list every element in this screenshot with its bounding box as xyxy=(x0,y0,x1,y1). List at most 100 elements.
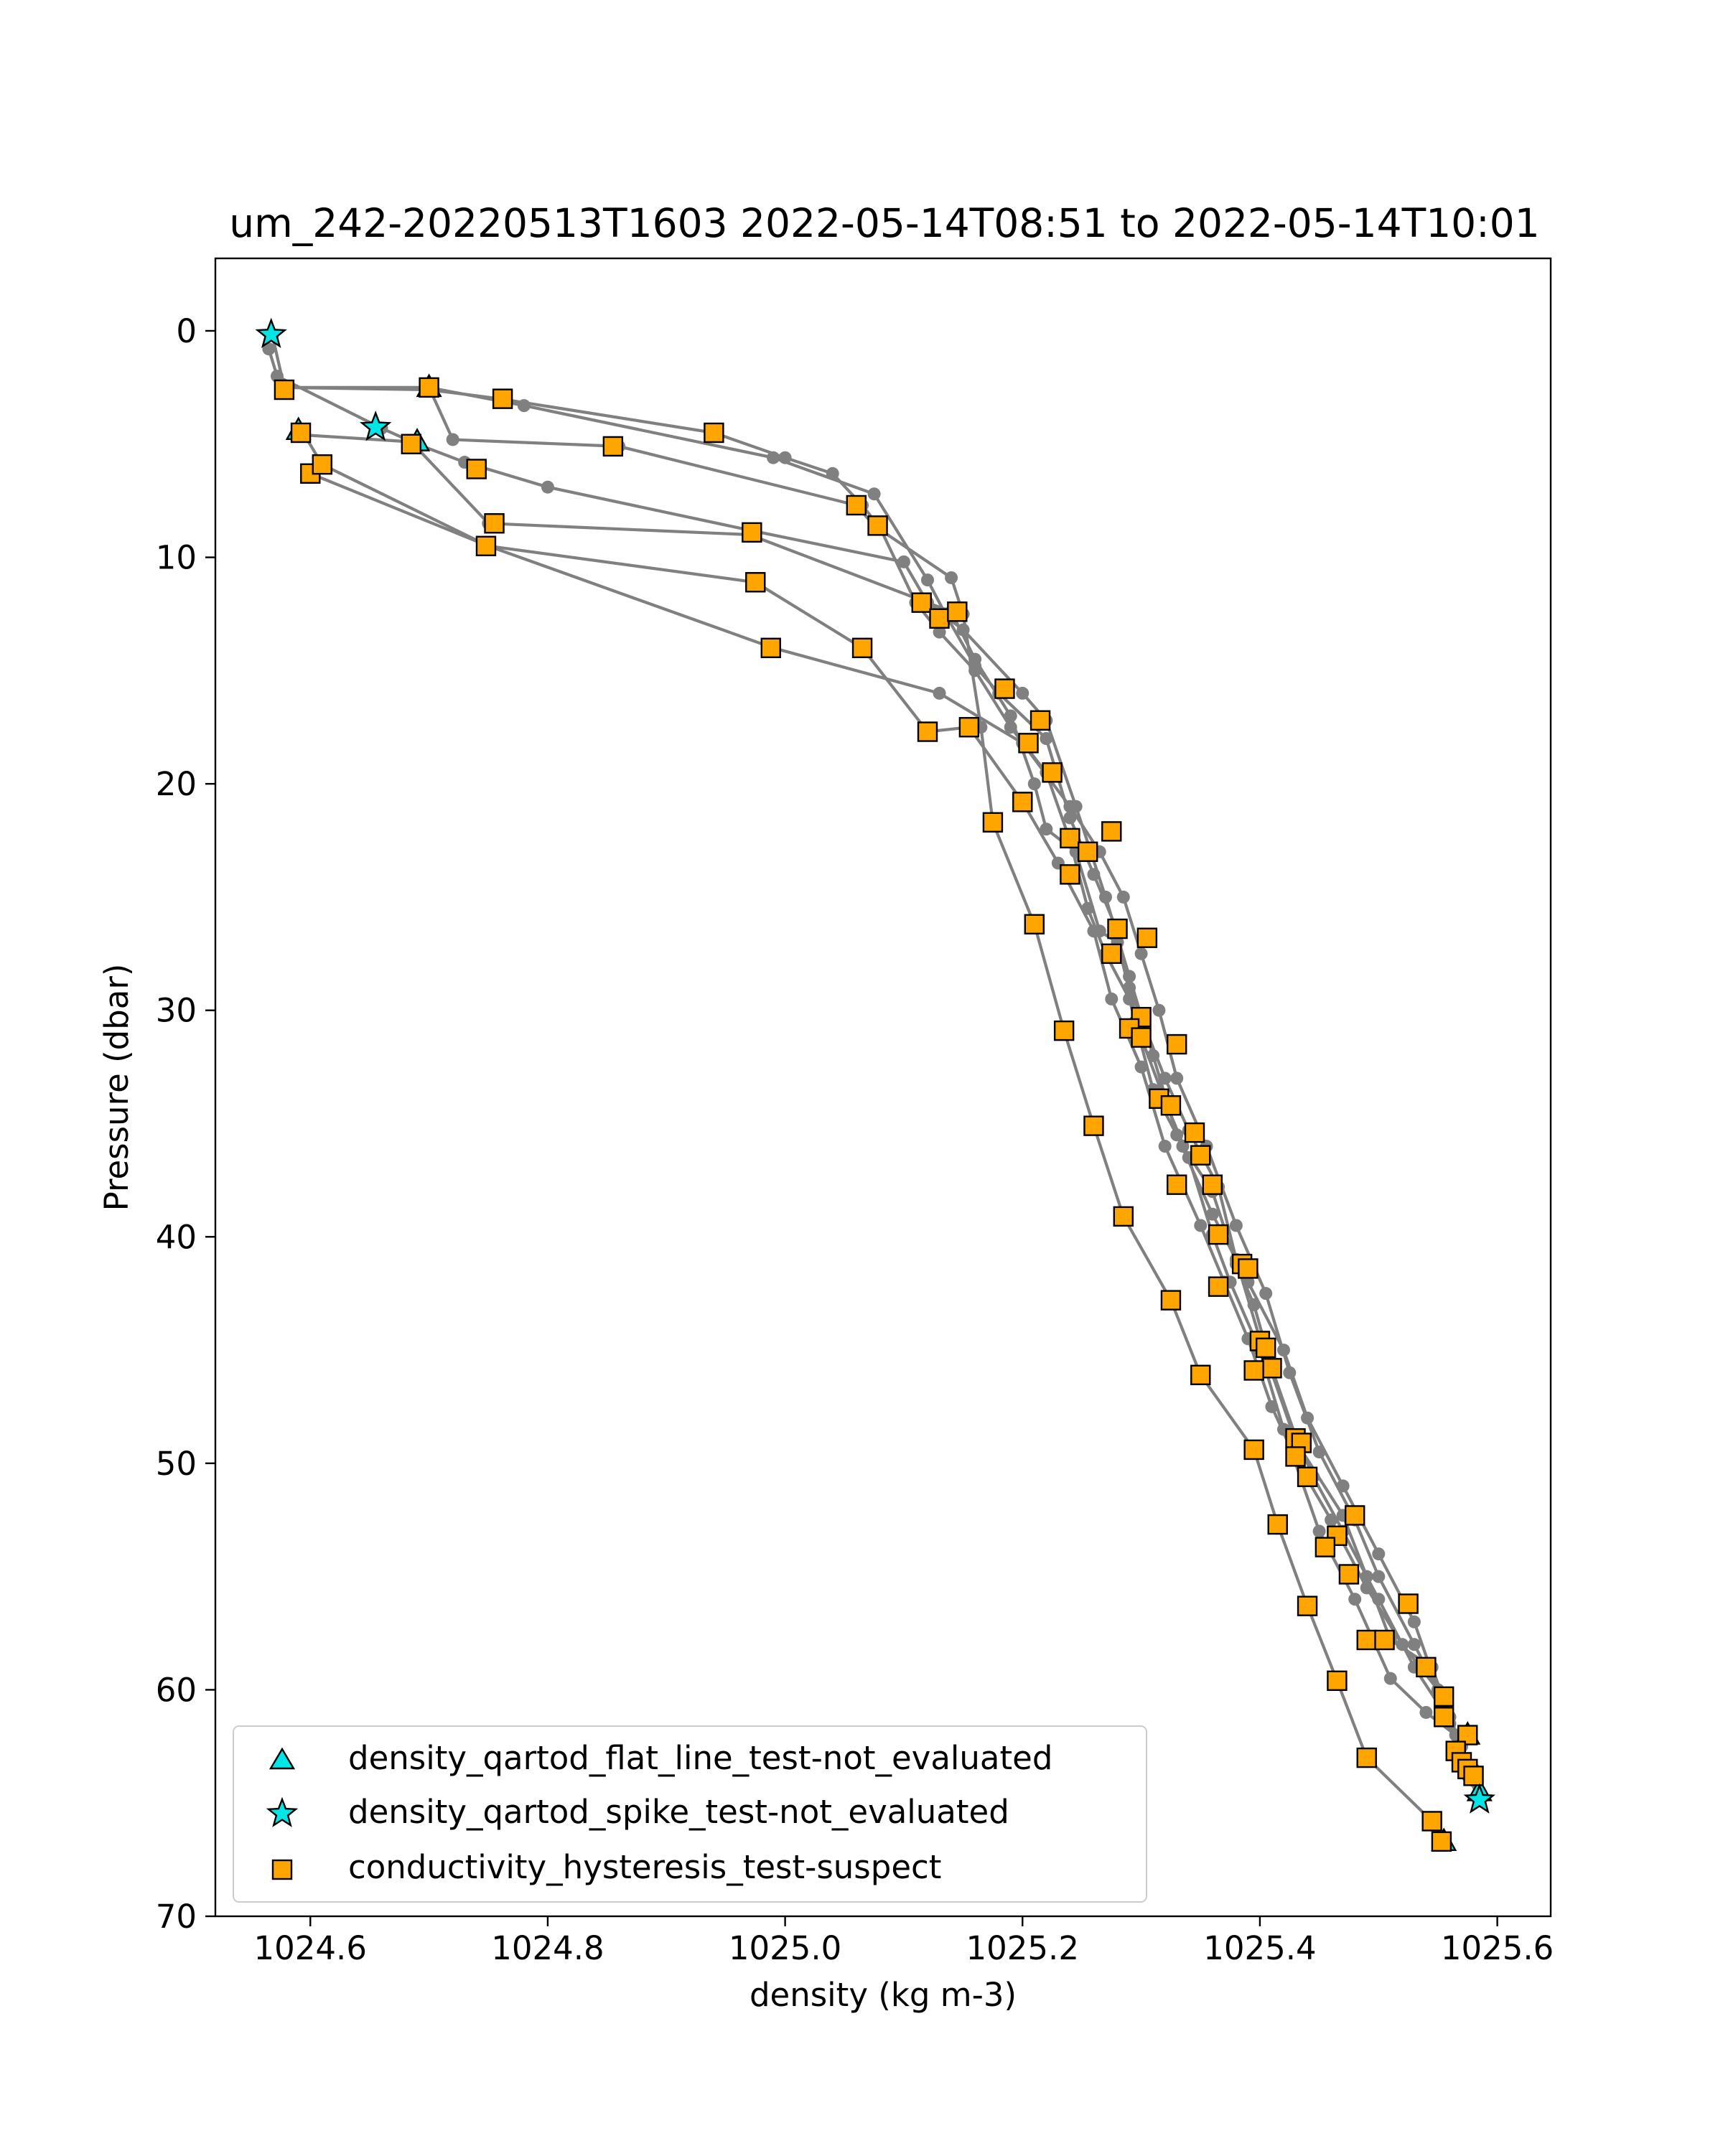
profile-point xyxy=(1040,732,1053,746)
profile-point xyxy=(1087,924,1101,938)
spike-marker xyxy=(360,411,392,441)
profile-line xyxy=(309,472,1475,1771)
y-tick-label: 40 xyxy=(156,1218,197,1256)
profile-point xyxy=(1158,1072,1172,1085)
profile-point xyxy=(1087,868,1101,881)
hysteresis-marker xyxy=(1416,1656,1437,1678)
hysteresis-marker xyxy=(602,436,624,457)
profile-point xyxy=(1040,822,1053,836)
hysteresis-marker xyxy=(419,377,439,398)
profile-point xyxy=(1383,1672,1397,1685)
marker-layer xyxy=(255,317,1496,1852)
profile-point xyxy=(921,573,934,587)
profile-point xyxy=(1116,890,1130,904)
hysteresis-marker xyxy=(1060,828,1080,849)
hysteresis-marker xyxy=(1060,864,1080,885)
y-tick-label: 70 xyxy=(156,1898,197,1936)
y-tick-label: 20 xyxy=(156,765,197,803)
profile-point xyxy=(446,433,459,446)
hysteresis-marker xyxy=(929,608,950,629)
hysteresis-marker xyxy=(475,535,497,556)
hysteresis-marker xyxy=(1042,762,1063,783)
hysteresis-marker xyxy=(1327,1670,1348,1692)
x-tick-label: 1025.4 xyxy=(1203,1929,1316,1967)
hysteresis-marker xyxy=(1344,1505,1365,1526)
hysteresis-marker xyxy=(274,379,295,400)
y-tick-label: 60 xyxy=(156,1671,197,1709)
profile-point xyxy=(1283,1366,1297,1379)
hysteresis-marker xyxy=(1166,1034,1187,1055)
profile-point xyxy=(1152,1003,1166,1017)
legend-star-marker xyxy=(266,1796,299,1827)
profile-point xyxy=(1407,1638,1421,1651)
legend-entry-spike: density_qartod_spike_test-not_evaluated xyxy=(266,1793,1009,1831)
hysteresis-marker xyxy=(994,678,1015,699)
hysteresis-marker xyxy=(1190,1145,1211,1166)
chart-title: um_242-20220513T1603 2022-05-14T08:51 to… xyxy=(229,200,1539,246)
hysteresis-marker xyxy=(1285,1446,1306,1467)
hysteresis-marker xyxy=(1431,1831,1452,1852)
hysteresis-marker xyxy=(1356,1747,1377,1768)
hysteresis-marker xyxy=(982,812,1004,833)
profile-point xyxy=(1419,1705,1433,1719)
hysteresis-marker xyxy=(401,433,421,454)
profile-point xyxy=(1312,1524,1326,1538)
x-tick-label: 1025.6 xyxy=(1441,1929,1554,1967)
hysteresis-marker xyxy=(1184,1122,1205,1143)
hysteresis-marker xyxy=(1053,1020,1075,1041)
hysteresis-marker xyxy=(1018,733,1039,754)
profile-point xyxy=(867,487,881,501)
legend-square-marker xyxy=(271,1859,293,1880)
hysteresis-marker xyxy=(745,572,766,593)
hysteresis-marker xyxy=(484,513,505,534)
hysteresis-marker xyxy=(1261,1358,1282,1379)
profile-point xyxy=(933,686,946,700)
legend-entry-flat-line: density_qartod_flat_line_test-not_evalua… xyxy=(269,1739,1052,1777)
hysteresis-marker xyxy=(1356,1629,1377,1651)
profile-point xyxy=(1170,1072,1184,1085)
profile-point xyxy=(1016,686,1029,700)
hysteresis-marker xyxy=(466,459,487,479)
profile-point xyxy=(1372,1570,1386,1583)
profile-point xyxy=(933,625,946,639)
profile-point xyxy=(1027,777,1041,791)
y-tick-label: 50 xyxy=(156,1445,197,1483)
profile-point xyxy=(1312,1445,1326,1459)
hysteresis-marker xyxy=(1131,1027,1152,1048)
x-axis: 1024.6 1024.8 1025.0 1025.2 1025.4 1025.6 xyxy=(254,1916,1554,1967)
hysteresis-marker xyxy=(492,388,513,409)
profile-point xyxy=(1265,1400,1279,1413)
profile-point xyxy=(1348,1593,1362,1606)
hysteresis-marker xyxy=(1243,1439,1264,1461)
profile-point xyxy=(1325,1513,1338,1527)
hysteresis-marker xyxy=(851,637,873,658)
hysteresis-marker xyxy=(1101,821,1122,842)
x-tick-label: 1025.2 xyxy=(966,1929,1079,1967)
y-axis: 0 10 20 30 40 50 60 70 xyxy=(156,312,215,1936)
profile-point xyxy=(1205,1207,1219,1221)
legend-box xyxy=(233,1725,1147,1903)
profile-point xyxy=(1229,1219,1243,1232)
hysteresis-marker xyxy=(1315,1537,1336,1557)
profile-point xyxy=(1158,1140,1172,1153)
x-tick-label: 1025.0 xyxy=(729,1929,841,1967)
profile-point xyxy=(1004,709,1017,723)
hysteresis-marker xyxy=(312,454,332,475)
profile-point xyxy=(767,451,780,464)
profile-point xyxy=(1372,1547,1386,1561)
hysteresis-marker xyxy=(1101,943,1122,965)
legend-triangle-marker xyxy=(269,1747,296,1770)
hysteresis-marker xyxy=(742,522,762,543)
y-tick-label: 10 xyxy=(156,539,197,577)
profile-line xyxy=(427,387,1446,1842)
hysteresis-marker xyxy=(1202,1174,1223,1195)
hysteresis-marker xyxy=(1136,927,1158,948)
hysteresis-marker xyxy=(947,601,968,622)
hysteresis-marker xyxy=(1433,1707,1454,1728)
hysteresis-marker xyxy=(1297,1595,1318,1616)
hysteresis-marker xyxy=(1421,1811,1442,1832)
profile-point xyxy=(1063,811,1077,825)
hysteresis-marker xyxy=(1083,1115,1104,1136)
hysteresis-marker xyxy=(1238,1258,1259,1279)
